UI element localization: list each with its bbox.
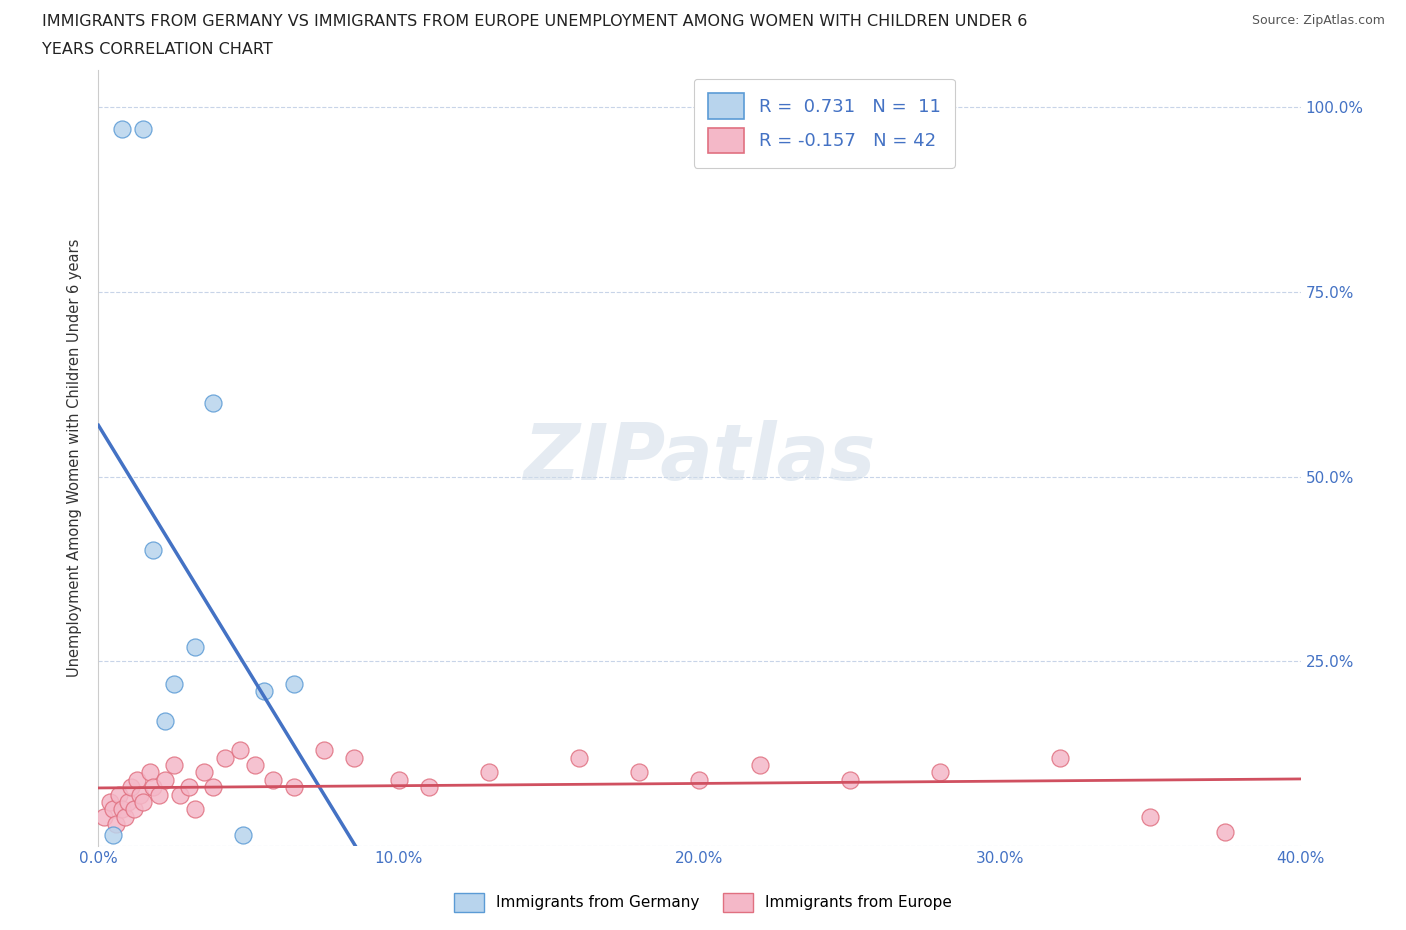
Point	[138, 764, 160, 779]
Point	[100, 794, 122, 809]
Point	[283, 676, 305, 691]
Point	[148, 787, 170, 802]
Point	[132, 122, 155, 137]
Point	[124, 802, 146, 817]
Point	[568, 751, 591, 765]
Point	[141, 779, 163, 794]
Point	[253, 684, 276, 698]
Point	[111, 122, 134, 137]
Point	[478, 764, 501, 779]
Text: ZIPatlas: ZIPatlas	[523, 420, 876, 496]
Point	[689, 772, 711, 787]
Point	[162, 676, 184, 691]
Point	[111, 802, 134, 817]
Text: Source: ZipAtlas.com: Source: ZipAtlas.com	[1251, 14, 1385, 27]
Point	[312, 743, 335, 758]
Point	[748, 758, 770, 773]
Point	[262, 772, 284, 787]
Point	[418, 779, 440, 794]
Point	[103, 802, 125, 817]
Point	[169, 787, 191, 802]
Point	[838, 772, 860, 787]
Point	[93, 809, 115, 824]
Point	[1049, 751, 1071, 765]
Legend: R =  0.731   N =  11, R = -0.157   N = 42: R = 0.731 N = 11, R = -0.157 N = 42	[693, 79, 955, 167]
Point	[201, 395, 224, 410]
Point	[108, 787, 131, 802]
Point	[121, 779, 143, 794]
Point	[132, 794, 155, 809]
Text: YEARS CORRELATION CHART: YEARS CORRELATION CHART	[42, 42, 273, 57]
Point	[628, 764, 651, 779]
Legend: Immigrants from Germany, Immigrants from Europe: Immigrants from Germany, Immigrants from…	[447, 887, 959, 918]
Point	[232, 828, 254, 843]
Point	[929, 764, 952, 779]
Point	[343, 751, 366, 765]
Point	[201, 779, 224, 794]
Text: IMMIGRANTS FROM GERMANY VS IMMIGRANTS FROM EUROPE UNEMPLOYMENT AMONG WOMEN WITH : IMMIGRANTS FROM GERMANY VS IMMIGRANTS FR…	[42, 14, 1028, 29]
Point	[129, 787, 152, 802]
Point	[141, 543, 163, 558]
Y-axis label: Unemployment Among Women with Children Under 6 years: Unemployment Among Women with Children U…	[67, 239, 83, 677]
Point	[228, 743, 250, 758]
Point	[105, 817, 128, 831]
Point	[162, 758, 184, 773]
Point	[183, 802, 205, 817]
Point	[214, 751, 236, 765]
Point	[1139, 809, 1161, 824]
Point	[283, 779, 305, 794]
Point	[183, 639, 205, 654]
Point	[388, 772, 411, 787]
Point	[103, 828, 125, 843]
Point	[153, 713, 176, 728]
Point	[177, 779, 200, 794]
Point	[243, 758, 266, 773]
Point	[127, 772, 149, 787]
Point	[153, 772, 176, 787]
Point	[114, 809, 136, 824]
Point	[1215, 824, 1237, 839]
Point	[117, 794, 139, 809]
Point	[193, 764, 215, 779]
